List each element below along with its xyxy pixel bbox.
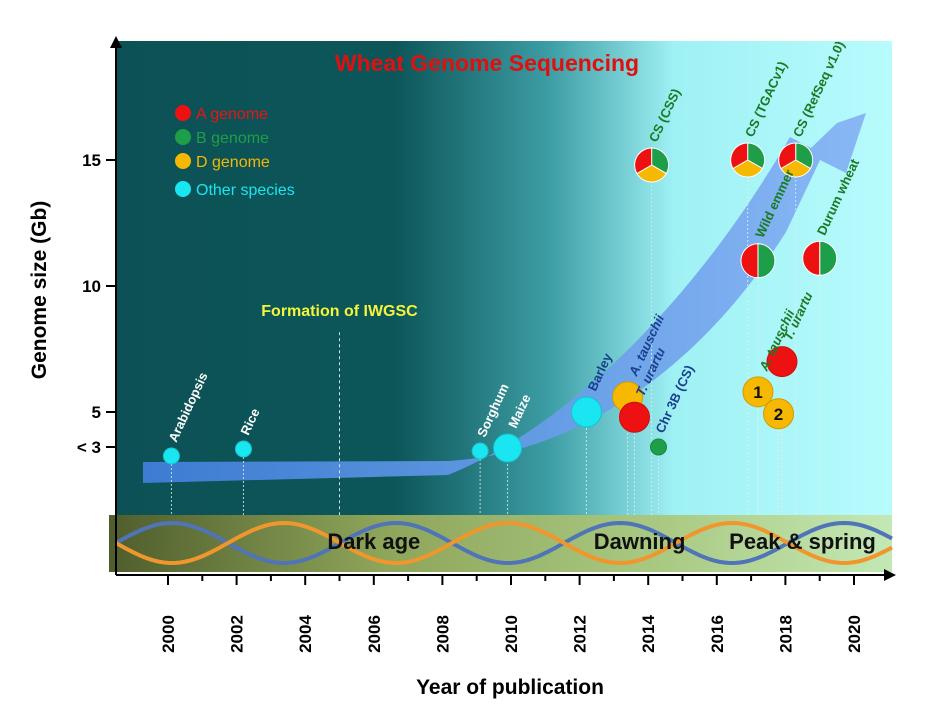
pie-slice [730,142,749,170]
era-labels: Dark age Dawning Peak & spring [327,529,876,554]
x-tick-label: 2012 [571,615,590,653]
point-marker [162,447,180,465]
pie-slice [636,164,668,183]
x-tick-label: 2004 [296,615,315,653]
y-tick-label: 10 [82,277,101,296]
x-tick-label: 2006 [365,615,384,653]
point-marker [471,442,489,460]
point-marker [234,440,252,458]
chart-title: Wheat Genome Sequencing [335,50,639,76]
point-marker [763,398,795,430]
point-marker [618,401,650,433]
y-axis-arrowhead [110,36,122,48]
legend-swatch [175,153,191,169]
y-tick-label: < 3 [77,438,101,457]
legend-label: B genome [196,130,269,147]
guide-lines [170,160,821,515]
y-tick-label: 15 [82,151,101,170]
x-tick-label: 2008 [433,615,452,653]
legend-swatch [175,105,191,121]
pie-slice [778,142,797,170]
point-badge: 1 [753,383,762,402]
point-marker [742,376,774,408]
pie-slice [732,159,764,178]
x-tick-label: 2014 [639,615,658,653]
y-ticks: < 3 5 10 15 [77,151,116,457]
pie-slice [780,159,812,178]
era-label: Dawning [594,529,686,554]
annotation-label: Formation of IWGSC [261,303,418,320]
era-waves [115,520,893,566]
legend-swatch [175,181,191,197]
x-tick-label: 2002 [228,615,247,653]
data-point: 2 [763,398,795,430]
point-marker [570,396,602,428]
era-label: Peak & spring [729,529,876,554]
point-badge: 2 [774,405,783,424]
point-marker [493,433,523,463]
legend: A genome B genome D genome Other species [175,105,295,199]
y-axis-title: Genome size (Gb) [28,201,51,380]
x-ticks: 2000 2002 2004 2006 2008 2010 2012 2014 2016 2018… [159,575,864,653]
pie-slice [819,240,838,276]
pie-slice [634,147,653,175]
pie-slice [740,243,759,279]
x-tick-label: 2020 [845,615,864,653]
x-tick-label: 2016 [708,615,727,653]
x-tick-label: 2018 [776,615,795,653]
point-marker [649,438,667,456]
era-wave-orange [115,520,893,566]
annotations: Formation of IWGSC [261,303,418,515]
legend-label: D genome [196,154,270,171]
era-wave-blue [115,520,893,566]
legend-label: Other species [196,182,295,199]
legend-swatch [175,129,191,145]
pie-slice [802,240,821,276]
point-marker [766,346,798,378]
era-label: Dark age [327,529,420,554]
x-axis-title: Year of publication [416,676,604,699]
x-axis-arrowhead [884,569,896,581]
y-tick-label: 5 [92,403,101,422]
x-tick-label: 2010 [502,615,521,653]
legend-label: A genome [196,106,268,123]
x-tick-label: 2000 [159,615,178,653]
pie-slice [757,243,776,279]
